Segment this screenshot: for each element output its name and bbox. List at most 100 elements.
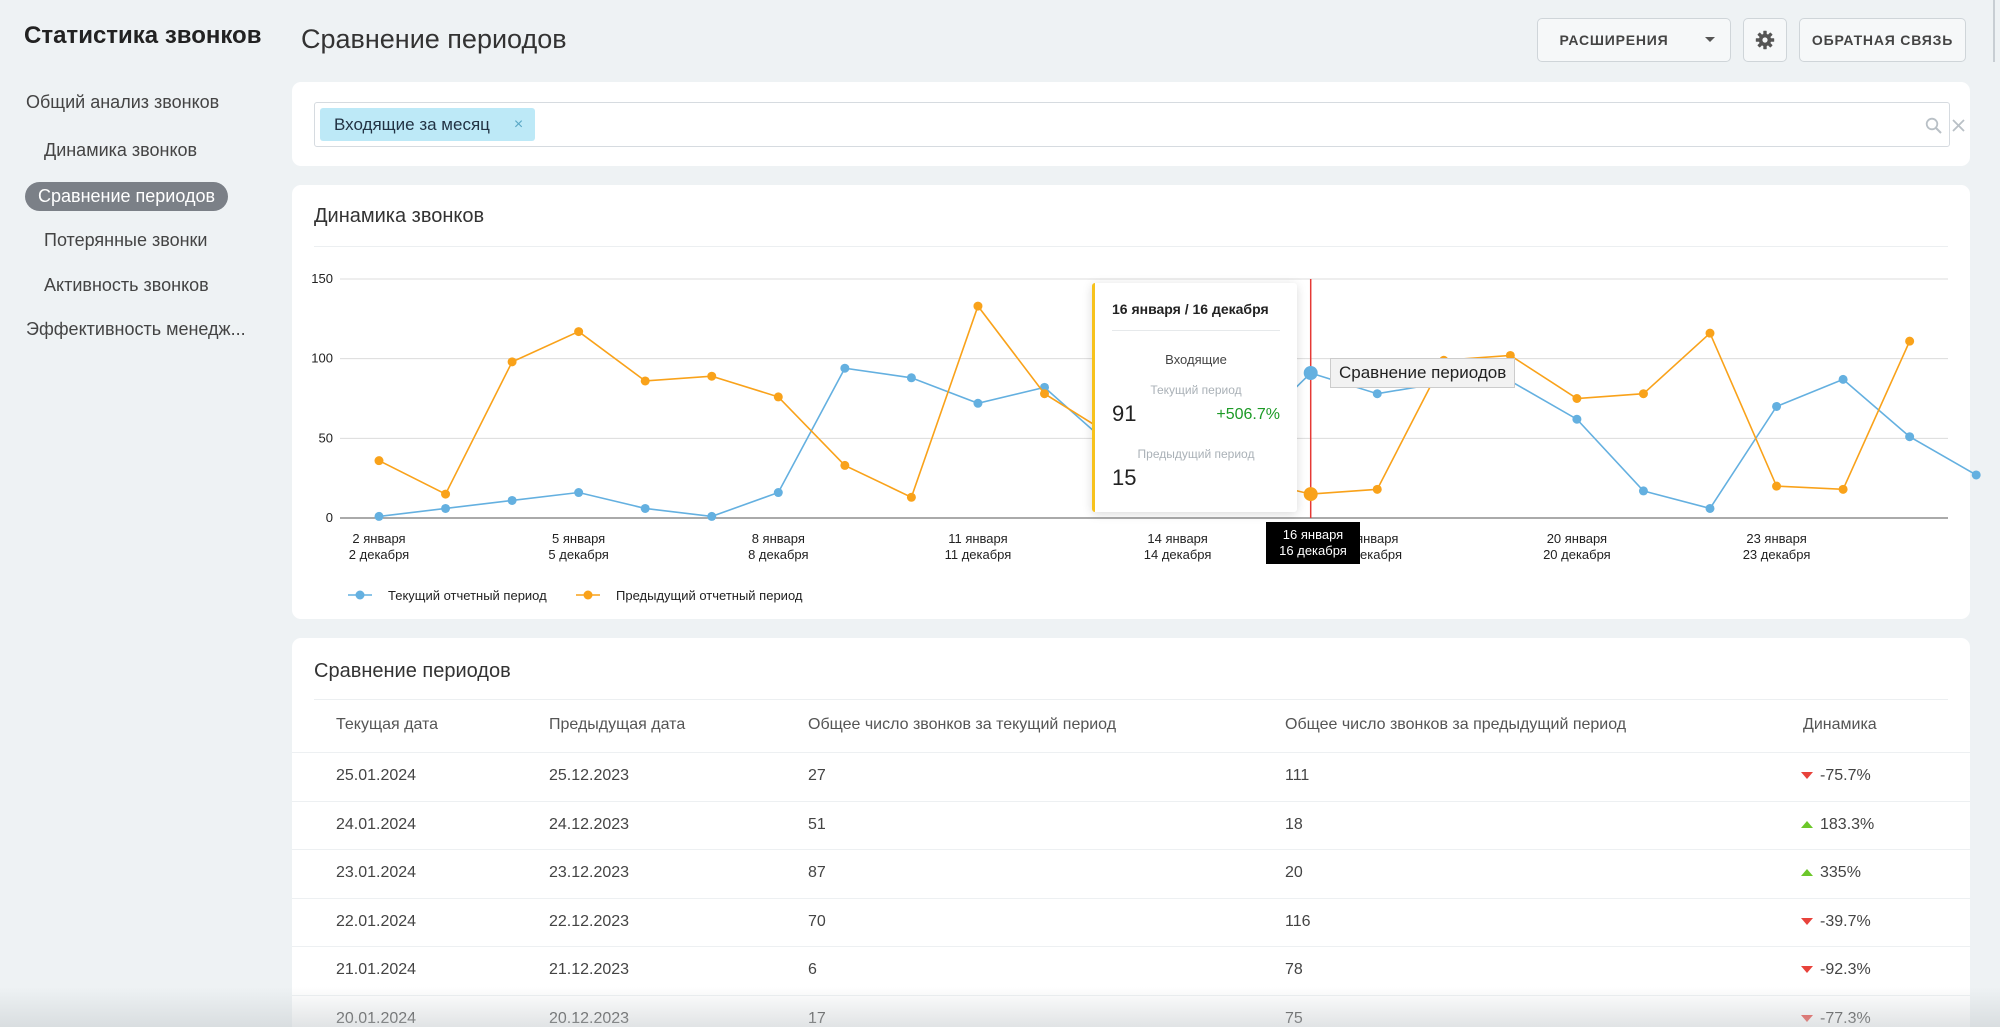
data-point xyxy=(906,373,916,383)
legend-marker xyxy=(355,590,365,600)
trend-down-icon xyxy=(1801,966,1813,973)
x-tick-label: 14 января xyxy=(1147,531,1207,546)
nav-calls-dynamics[interactable]: Динамика звонков xyxy=(44,140,198,160)
data-point xyxy=(906,492,916,502)
table-row[interactable]: 25.01.2024 25.12.2023 27 111 -75.7% xyxy=(292,752,1970,800)
feedback-button[interactable]: ОБРАТНАЯ СВЯЗЬ xyxy=(1799,18,1966,62)
table-row[interactable]: 24.01.2024 24.12.2023 51 18 183.3% xyxy=(292,800,1970,849)
scrollbar[interactable] xyxy=(1993,0,1995,62)
table-row[interactable]: 20.01.2024 20.12.2023 17 75 -77.3% xyxy=(292,994,1970,1027)
tooltip-type: Входящие xyxy=(1165,352,1227,367)
chart-tooltip: 16 января / 16 декабря Входящие Текущий … xyxy=(1092,283,1297,512)
table-cell: 51 xyxy=(808,815,826,833)
clear-icon[interactable] xyxy=(1951,118,1966,133)
data-point xyxy=(1040,389,1049,399)
dynamics-cell: -92.3% xyxy=(1801,961,1871,979)
filter-tag[interactable]: Входящие за месяц × xyxy=(320,108,536,141)
data-point xyxy=(1372,484,1382,494)
data-point xyxy=(1705,503,1715,513)
tag-remove-icon[interactable]: × xyxy=(513,115,524,133)
data-point xyxy=(1372,389,1382,399)
nav-manager-efficiency[interactable]: Эффективность менедж... xyxy=(26,319,246,339)
filter-tag-label: Входящие за месяц xyxy=(334,114,490,134)
table-row[interactable]: 23.01.2024 23.12.2023 87 20 335% xyxy=(292,849,1970,897)
dynamics-cell: 183.3% xyxy=(1801,816,1874,834)
sidebar: Статистика звонков Общий анализ звонков … xyxy=(0,0,278,1027)
column-header-previous-date[interactable]: Предыдущая дата xyxy=(549,716,686,733)
table-cell: 23.01.2024 xyxy=(336,864,417,881)
data-point xyxy=(640,503,650,513)
nav-period-comparison[interactable]: Сравнение периодов xyxy=(25,182,229,211)
table-cell: 6 xyxy=(808,961,817,978)
table-cell: 20 xyxy=(1285,864,1303,881)
table-cell: 18 xyxy=(1285,815,1303,833)
extensions-button[interactable]: РАСШИРЕНИЯ xyxy=(1537,18,1691,62)
dynamics-value: -77.3% xyxy=(1820,1009,1871,1027)
data-point xyxy=(1638,486,1648,496)
x-tick-label: января xyxy=(1356,531,1398,546)
data-point xyxy=(707,371,717,381)
data-point xyxy=(1838,374,1848,384)
table-cell: 87 xyxy=(808,864,826,881)
column-header-previous-total[interactable]: Общее число звонков за предыдущий период xyxy=(1285,716,1627,733)
dynamics-cell: 335% xyxy=(1801,864,1861,882)
table-row[interactable]: 22.01.2024 22.12.2023 70 116 -39.7% xyxy=(292,897,1970,946)
trend-down-icon xyxy=(1801,917,1813,925)
data-point xyxy=(1838,484,1848,494)
table-cell: 20.12.2023 xyxy=(549,1009,630,1027)
y-tick-label: 150 xyxy=(311,271,333,286)
tooltip-current-label: Текущий период xyxy=(1150,383,1242,397)
data-point xyxy=(840,460,850,470)
data-point xyxy=(973,398,983,408)
data-point xyxy=(1572,394,1582,403)
table-cell: 78 xyxy=(1285,961,1303,978)
nav-missed-calls[interactable]: Потерянные звонки xyxy=(44,230,208,250)
trend-up-icon xyxy=(1801,820,1813,828)
data-point xyxy=(707,511,717,521)
data-point xyxy=(507,357,517,367)
dynamics-value: -39.7% xyxy=(1820,912,1871,930)
nav-calls-activity[interactable]: Активность звонков xyxy=(44,275,209,295)
table-cell: 70 xyxy=(808,912,826,930)
data-point xyxy=(1638,389,1648,399)
x-tick-label: 2 декабря xyxy=(349,547,409,562)
data-point xyxy=(1971,470,1981,480)
x-tick-label: 20 декабря xyxy=(1543,547,1611,562)
settings-button[interactable] xyxy=(1743,18,1787,62)
table-cell: 75 xyxy=(1285,1009,1303,1027)
data-point xyxy=(441,503,451,513)
dynamics-value: 335% xyxy=(1820,864,1861,881)
legend-label: Текущий отчетный период xyxy=(388,588,547,603)
data-point xyxy=(1572,414,1582,424)
data-point xyxy=(1772,481,1782,491)
table-cell: 22.01.2024 xyxy=(336,912,417,930)
x-tick-label: 11 декабря xyxy=(945,547,1012,562)
filter-input[interactable]: Входящие за месяц × xyxy=(314,102,1965,147)
table-cell: 21.12.2023 xyxy=(549,961,630,978)
nav-general-analysis[interactable]: Общий анализ звонков xyxy=(26,92,220,112)
table-card-title: Сравнение периодов xyxy=(314,660,511,682)
data-point xyxy=(1705,328,1715,338)
data-point xyxy=(574,488,584,498)
column-header-dynamics[interactable]: Динамика xyxy=(1803,716,1877,733)
legend-marker xyxy=(583,590,593,600)
extensions-dropdown-button[interactable] xyxy=(1690,18,1731,62)
column-header-current-date[interactable]: Текущая дата xyxy=(336,716,439,733)
tooltip-delta: +506.7% xyxy=(1216,406,1280,423)
app-title: Статистика звонков xyxy=(24,22,262,49)
table-cell: 116 xyxy=(1285,912,1311,930)
tooltip-date: 16 января / 16 декабря xyxy=(1112,301,1269,317)
data-point xyxy=(574,327,584,337)
x-tick-label: 23 января xyxy=(1746,531,1806,546)
data-point xyxy=(640,376,650,386)
column-header-current-total[interactable]: Общее число звонков за текущий период xyxy=(808,716,1117,733)
table-cell: 20.01.2024 xyxy=(336,1009,417,1027)
search-icon[interactable] xyxy=(1925,117,1943,135)
page-title: Сравнение периодов xyxy=(301,24,567,54)
table-row[interactable]: 21.01.2024 21.12.2023 6 78 -92.3% xyxy=(292,946,1970,994)
table-card: Сравнение периодов xyxy=(292,638,1970,1027)
x-tick-label: 20 января xyxy=(1547,531,1607,546)
table-cell: 22.12.2023 xyxy=(549,912,630,930)
trend-down-icon xyxy=(1801,772,1813,779)
dynamics-cell: -75.7% xyxy=(1801,767,1871,785)
